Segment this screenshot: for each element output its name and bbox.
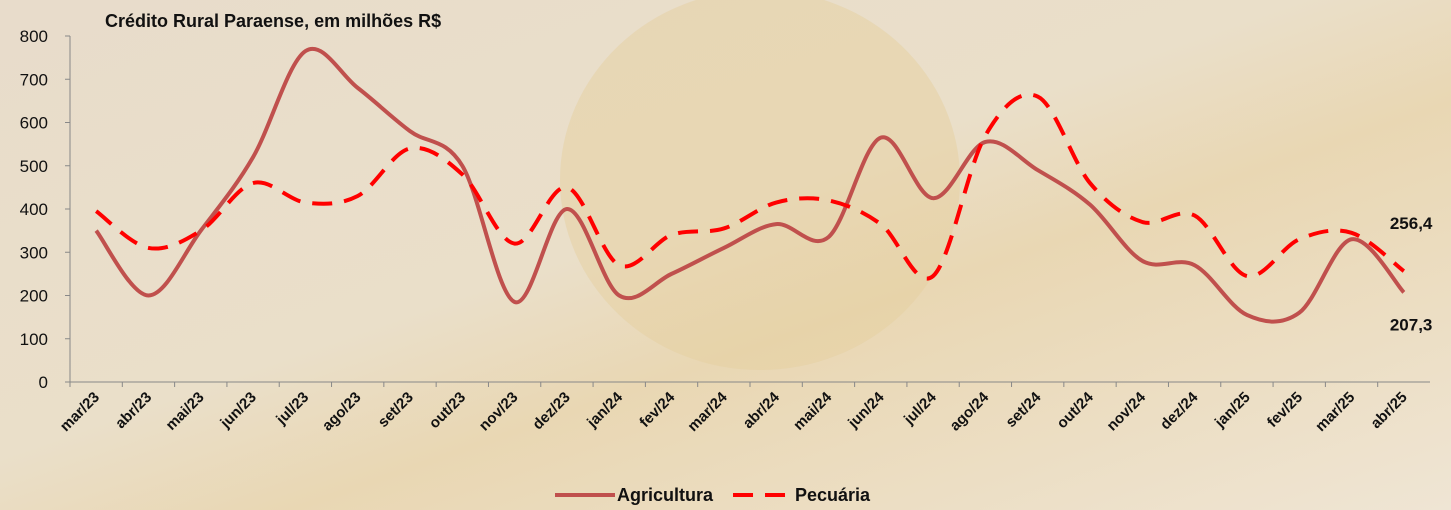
y-tick-label: 400 <box>20 200 48 219</box>
chart-title: Crédito Rural Paraense, em milhões R$ <box>105 11 441 31</box>
y-tick-label: 700 <box>20 70 48 89</box>
y-tick-label: 0 <box>39 373 48 392</box>
background-shape <box>560 0 960 370</box>
y-tick-label: 800 <box>20 27 48 46</box>
value-label: 207,3 <box>1390 315 1433 334</box>
y-tick-label: 300 <box>20 243 48 262</box>
chart: Crédito Rural Paraense, em milhões R$ 0 1… <box>0 0 1451 510</box>
y-tick-label: 200 <box>20 287 48 306</box>
y-tick-label: 100 <box>20 330 48 349</box>
legend-label: Pecuária <box>795 485 871 505</box>
y-tick-label: 600 <box>20 114 48 133</box>
legend-label: Agricultura <box>617 485 714 505</box>
y-tick-label: 500 <box>20 157 48 176</box>
value-label: 256,4 <box>1390 214 1433 233</box>
